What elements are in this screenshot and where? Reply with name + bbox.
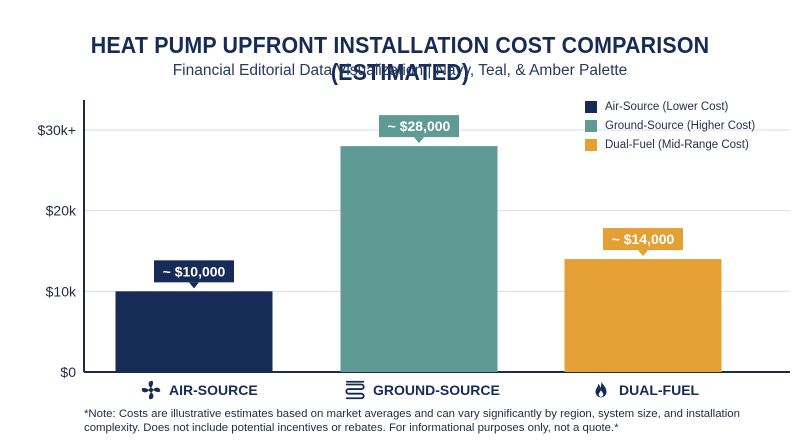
data-label-pointer <box>638 250 648 257</box>
legend-swatch-air-source <box>585 100 597 113</box>
legend-item-air-source: Air-Source (Lower Cost) <box>585 97 755 116</box>
data-label-pointer <box>189 282 199 289</box>
fan-icon <box>141 380 161 400</box>
ground-coil-icon <box>345 380 365 400</box>
data-label: ~ $28,000 <box>388 118 451 134</box>
category-label-air-source-text: AIR-SOURCE <box>169 382 258 398</box>
legend-label-dual-fuel: Dual-Fuel (Mid-Range Cost) <box>605 138 749 151</box>
footnote: *Note: Costs are illustrative estimates … <box>84 408 740 434</box>
y-tick-label: $10k <box>46 283 77 299</box>
category-label-ground-source: GROUND-SOURCE <box>344 379 500 401</box>
legend-swatch-dual-fuel <box>585 138 597 151</box>
category-label-ground-source-text: GROUND-SOURCE <box>373 382 500 398</box>
legend-item-ground-source: Ground-Source (Higher Cost) <box>585 116 755 135</box>
legend-label-air-source: Air-Source (Lower Cost) <box>605 100 729 113</box>
bar-dual-fuel <box>564 259 722 372</box>
y-tick-label: $20k <box>46 203 77 219</box>
bar-ground-source <box>340 146 498 372</box>
legend-swatch-ground-source <box>585 119 597 132</box>
data-label: ~ $14,000 <box>612 231 675 247</box>
data-label-box <box>379 115 459 138</box>
data-label-pointer <box>414 137 424 144</box>
category-label-dual-fuel-text: DUAL-FUEL <box>619 382 700 398</box>
category-label-air-source: AIR-SOURCE <box>140 379 258 401</box>
legend: Air-Source (Lower Cost) Ground-Source (H… <box>585 97 755 154</box>
flame-icon <box>595 380 607 398</box>
data-label-box <box>154 260 234 283</box>
chart-subtitle: Financial Editorial Data Visualization |… <box>172 62 628 79</box>
legend-item-dual-fuel: Dual-Fuel (Mid-Range Cost) <box>585 135 755 154</box>
data-label: ~ $10,000 <box>163 263 226 279</box>
y-tick-label: $30k+ <box>37 122 76 138</box>
category-label-dual-fuel: DUAL-FUEL <box>590 379 699 401</box>
chart-title: HEAT PUMP UPFRONT INSTALLATION COST COMP… <box>90 32 710 85</box>
legend-label-ground-source: Ground-Source (Higher Cost) <box>605 119 756 132</box>
y-tick-label: $0 <box>60 364 76 380</box>
bar-air-source <box>115 291 273 372</box>
data-label-box <box>603 228 683 251</box>
